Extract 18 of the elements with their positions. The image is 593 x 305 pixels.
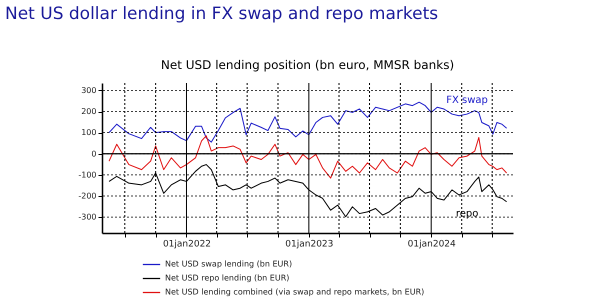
y-tick-label: -300: [78, 212, 96, 222]
legend-label: Net USD swap lending (bn EUR): [165, 260, 292, 268]
annotation: FX swap: [446, 95, 488, 106]
legend-label: Net USD lending combined (via swap and repo markets, bn EUR): [165, 288, 424, 296]
y-tick-label: -200: [78, 192, 96, 201]
y-tick-label: -100: [78, 170, 96, 180]
chart-subtitle: Net USD lending position (bn euro, MMSR banks): [160, 58, 454, 72]
annotation: repo: [456, 208, 478, 220]
line-series: [108, 135, 508, 179]
legend-label: Net USD repo lending (bn EUR): [165, 274, 290, 282]
y-tick-label: 100: [81, 128, 96, 138]
x-tick-label: 01jan2024: [408, 240, 456, 250]
chart-title: Net US dollar lending in FX swap and repo markets: [5, 4, 438, 24]
y-tick-label: 0: [91, 149, 96, 158]
y-tick-label: 200: [81, 107, 96, 116]
x-tick-label: 01jan2022: [162, 240, 212, 250]
x-tick-label: 01jan2023: [285, 240, 334, 250]
y-tick-label: 300: [81, 86, 96, 95]
